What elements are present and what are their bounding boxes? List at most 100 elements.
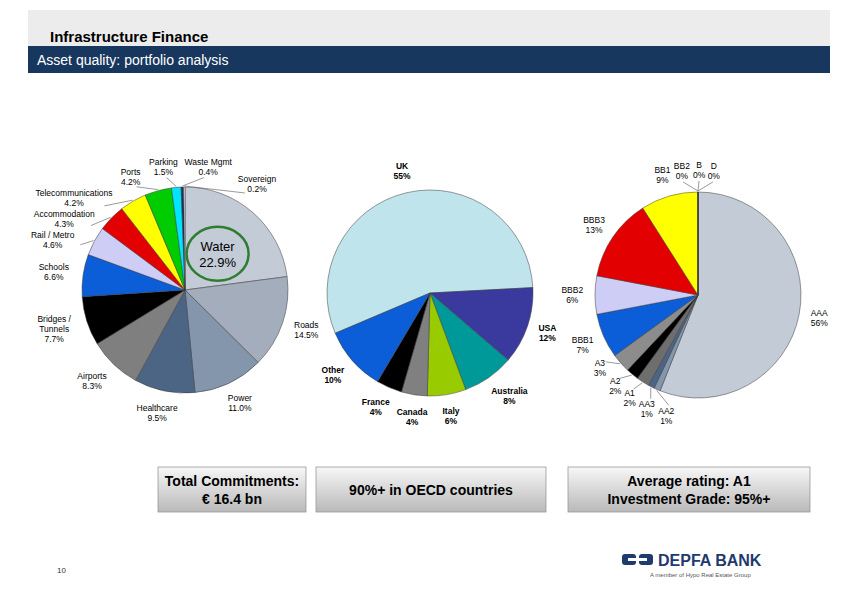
label-line: A1 xyxy=(624,388,635,398)
summary-text: 90%+ in OECD countries xyxy=(349,482,513,498)
logo: DEPFA BANKA member of Hypo Real Estate G… xyxy=(622,552,762,578)
logo-tagline: A member of Hypo Real Estate Group xyxy=(650,572,751,578)
slice-label: USA xyxy=(538,323,556,333)
slice-label: Roads xyxy=(294,320,319,330)
label-line: Accommodation xyxy=(34,209,95,219)
slice-value-label: 4% xyxy=(406,417,419,427)
header-bar xyxy=(28,46,830,73)
slice-value-label: 22.9% xyxy=(199,255,236,270)
slice-value-label: 7.7% xyxy=(45,334,65,344)
slice-value-label: 6.6% xyxy=(44,272,64,282)
slice-label: Rail / Metro xyxy=(31,230,75,240)
header-band xyxy=(28,10,830,47)
label-line: Power xyxy=(228,393,252,403)
slice-label: B xyxy=(696,160,702,170)
leader-line xyxy=(166,178,176,187)
slice-value-label: 12% xyxy=(539,333,556,343)
pie-slice xyxy=(171,187,185,290)
slice-value-label: 1% xyxy=(660,416,673,426)
slice-label: Parking xyxy=(149,157,178,167)
label-line: D xyxy=(711,161,717,171)
label-line: Airports xyxy=(77,371,106,381)
slice-value-label: 4.3% xyxy=(55,219,75,229)
label-line: BBB3 xyxy=(583,215,605,225)
slice-value-label: 7% xyxy=(576,345,589,355)
slice-value-label: 0% xyxy=(708,171,721,181)
slice-label: Italy xyxy=(442,406,459,416)
slice-value-label: 2% xyxy=(623,398,636,408)
slice-value-label: 13% xyxy=(585,225,602,235)
pie-slice xyxy=(185,187,287,290)
leader-line xyxy=(634,383,643,389)
slice-label: AA2 xyxy=(658,406,674,416)
page-number: 10 xyxy=(57,566,66,575)
label-line: Roads xyxy=(294,320,319,330)
slice-label: Waste Mgmt xyxy=(185,157,233,167)
slice-label: Airports xyxy=(77,371,106,381)
slice-value-label: 0% xyxy=(676,171,689,181)
slice-value-label: 10% xyxy=(324,375,341,385)
label-line: Italy xyxy=(442,406,459,416)
slice-label: Ports xyxy=(121,167,141,177)
label-line: AA3 xyxy=(639,399,655,409)
slice-value-label: 4.6% xyxy=(43,240,63,250)
slice-label: Australia xyxy=(491,386,528,396)
slice-value-label: 2% xyxy=(609,386,622,396)
summary-text: Average rating: A1 xyxy=(627,473,751,489)
slice-value-label: 0% xyxy=(693,170,706,180)
slice-label: BBB3 xyxy=(583,215,605,225)
leader-line xyxy=(104,200,132,206)
pie-chart: UK55%USA12%Australia8%Italy6%Canada4%Fra… xyxy=(322,161,557,427)
pie-chart: AAA56%AA21%AA31%A12%A22%A33%BBB17%BBB26%… xyxy=(561,160,828,426)
slice-label: Schools xyxy=(39,262,69,272)
slice-label: Sovereign xyxy=(238,174,277,184)
slice-value-label: 4.2% xyxy=(121,177,141,187)
slice-value-label: 1% xyxy=(641,409,654,419)
summary-box xyxy=(316,467,546,512)
label-line: Healthcare xyxy=(137,403,178,413)
pie-slice xyxy=(335,293,430,382)
slice-value-label: 0.2% xyxy=(247,184,267,194)
summary-text: € 16.4 bn xyxy=(202,491,262,507)
label-line: USA xyxy=(538,323,556,333)
slice-label: Bridges /Tunnels xyxy=(37,314,71,334)
label-line: UK xyxy=(396,161,409,171)
pie-slice xyxy=(82,290,185,344)
slice-label: BBB2 xyxy=(561,285,583,295)
pie-chart: Roads14.5%Power11.0%Healthcare9.5%Airpor… xyxy=(31,157,319,423)
slice-value-label: 11.0% xyxy=(228,403,252,413)
leader-line xyxy=(137,187,158,190)
leader-line xyxy=(620,375,632,378)
pie-slice xyxy=(643,192,698,295)
slice-value-label: 14.5% xyxy=(294,330,319,340)
summary-text: Investment Grade: 95%+ xyxy=(607,491,770,507)
slice-value-label: 56% xyxy=(811,318,828,328)
slice-label: Power xyxy=(228,393,252,403)
label-line: Other xyxy=(322,365,345,375)
leader-line xyxy=(698,181,700,191)
pie-slice xyxy=(145,188,185,290)
slice-label: France xyxy=(362,397,390,407)
label-line: BBB1 xyxy=(572,335,594,345)
slice-label: BB2 xyxy=(674,161,690,171)
slice-value-label: 0.4% xyxy=(199,167,219,177)
label-line: Parking xyxy=(149,157,178,167)
label-line: BB1 xyxy=(654,165,670,175)
leader-line xyxy=(650,388,651,399)
leader-line xyxy=(683,182,698,191)
leader-line xyxy=(182,178,204,186)
slice-value-label: 8% xyxy=(503,396,516,406)
label-line: Bridges / xyxy=(37,314,71,324)
slice-label: A3 xyxy=(595,358,606,368)
slice-value-label: 8.3% xyxy=(82,381,102,391)
pie-slice xyxy=(427,293,465,396)
slice-label: Canada xyxy=(397,407,428,417)
slice-value-label: 1.5% xyxy=(154,167,174,177)
slice-label: Healthcare xyxy=(137,403,178,413)
label-line: Waste Mgmt xyxy=(185,157,233,167)
slice-label: A2 xyxy=(610,376,621,386)
title: Infrastructure Finance xyxy=(50,28,208,45)
slice-value-label: 6% xyxy=(566,295,579,305)
slice-label: D xyxy=(711,161,717,171)
label-line: A2 xyxy=(610,376,621,386)
